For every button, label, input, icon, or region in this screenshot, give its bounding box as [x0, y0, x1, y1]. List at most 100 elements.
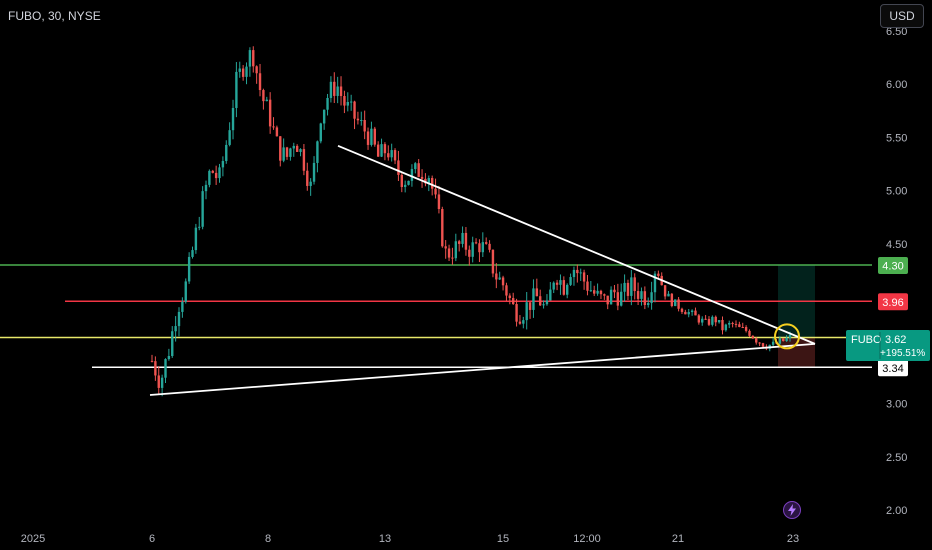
candle-body	[559, 280, 562, 285]
candle-body	[566, 284, 569, 295]
candle-body	[707, 318, 711, 325]
highlight-circle-shape	[774, 323, 800, 350]
y-tick-label: 2.00	[886, 505, 907, 517]
candle-body	[343, 96, 346, 106]
candle-body	[593, 290, 596, 294]
candle-body	[788, 334, 792, 338]
candle-body	[370, 128, 373, 145]
y-tick-label: 5.50	[886, 132, 907, 144]
candle-body	[295, 145, 299, 152]
candle-body	[302, 149, 306, 171]
candle-body	[336, 86, 339, 96]
candle-body	[454, 241, 458, 259]
candle-body	[532, 288, 535, 310]
candle-body	[657, 273, 660, 276]
price-label-4-30: 4.30	[882, 261, 903, 273]
candle-body	[312, 162, 316, 182]
candle-body	[427, 178, 431, 184]
candle-body	[690, 310, 694, 313]
candle-body	[576, 269, 579, 274]
candle-body	[154, 361, 157, 376]
candle-body	[731, 322, 734, 324]
candle-body	[360, 119, 363, 121]
trendlines[interactable]	[149, 144, 816, 396]
candle-body	[586, 281, 589, 291]
price-label-3-96: 3.96	[882, 297, 903, 309]
candle-body	[461, 232, 464, 244]
symbol-title[interactable]: FUBO, 30, NYSE	[8, 9, 101, 23]
candle-body	[167, 356, 171, 360]
candle-body	[258, 73, 262, 91]
candle-body	[738, 324, 741, 328]
candle-body	[579, 272, 582, 274]
candle-body	[353, 101, 356, 119]
y-tick-label: 4.50	[886, 239, 907, 251]
candle-body	[306, 170, 309, 186]
horizontal-levels[interactable]	[0, 264, 872, 369]
candle-body	[346, 102, 349, 106]
candle-body	[505, 285, 508, 296]
x-tick-label: 12:00	[573, 533, 601, 545]
candle-body	[464, 232, 468, 250]
candle-body	[356, 118, 360, 121]
candle-body	[177, 311, 181, 327]
candle-body	[451, 257, 454, 259]
candle-body	[238, 68, 241, 72]
candle-body	[380, 144, 383, 157]
candle-body	[387, 153, 390, 158]
candle-body	[643, 291, 647, 306]
candle-body	[299, 149, 302, 152]
y-tick-label: 6.00	[886, 79, 907, 91]
candle-body	[721, 319, 724, 331]
candle-body	[609, 289, 613, 305]
candle-body	[181, 301, 184, 312]
candle-body	[363, 119, 366, 132]
candle-body	[441, 209, 444, 247]
candle-body	[748, 330, 751, 336]
candle-body	[228, 130, 231, 145]
candle-body	[349, 101, 353, 103]
x-tick-label: 13	[379, 533, 391, 545]
candle-body	[309, 181, 312, 186]
candle-body	[484, 242, 488, 244]
x-tick-label: 8	[265, 533, 271, 545]
position-tool[interactable]	[778, 265, 815, 368]
candle-body	[279, 136, 282, 161]
candle-body	[701, 318, 704, 323]
candle-body	[680, 308, 684, 312]
candle-body	[667, 293, 670, 297]
candle-body	[191, 250, 194, 257]
x-tick-label: 15	[497, 533, 509, 545]
currency-button[interactable]: USD	[880, 4, 924, 28]
candle-body	[711, 316, 714, 325]
candle-body	[245, 66, 248, 77]
candle-body	[282, 147, 285, 161]
candle-body	[751, 335, 755, 339]
last-price-symbol: FUBO	[851, 334, 882, 346]
x-tick-label: 21	[672, 533, 684, 545]
candle-body	[184, 281, 187, 302]
candle-body	[403, 184, 407, 187]
y-tick-label: 3.00	[886, 399, 907, 411]
candle-body	[569, 277, 572, 285]
candle-body	[272, 126, 275, 128]
candle-body	[704, 318, 707, 320]
descending-trendline	[337, 144, 816, 345]
candle-body	[255, 66, 258, 74]
candle-body	[444, 246, 447, 249]
candles	[150, 46, 792, 397]
candle-body	[758, 342, 761, 344]
candle-body	[474, 242, 478, 244]
lightning-bolt-icon[interactable]	[783, 501, 801, 519]
candle-body	[582, 272, 586, 282]
candle-body	[728, 322, 731, 325]
candle-body	[687, 312, 690, 315]
candle-body	[518, 321, 522, 324]
candle-body	[457, 241, 461, 244]
time-axis[interactable]: 2025 6 8 13 15 12:00 21 23	[21, 533, 799, 545]
candle-body	[511, 298, 515, 305]
candle-body	[397, 160, 400, 175]
candle-body	[437, 194, 441, 210]
candle-body	[150, 360, 154, 362]
